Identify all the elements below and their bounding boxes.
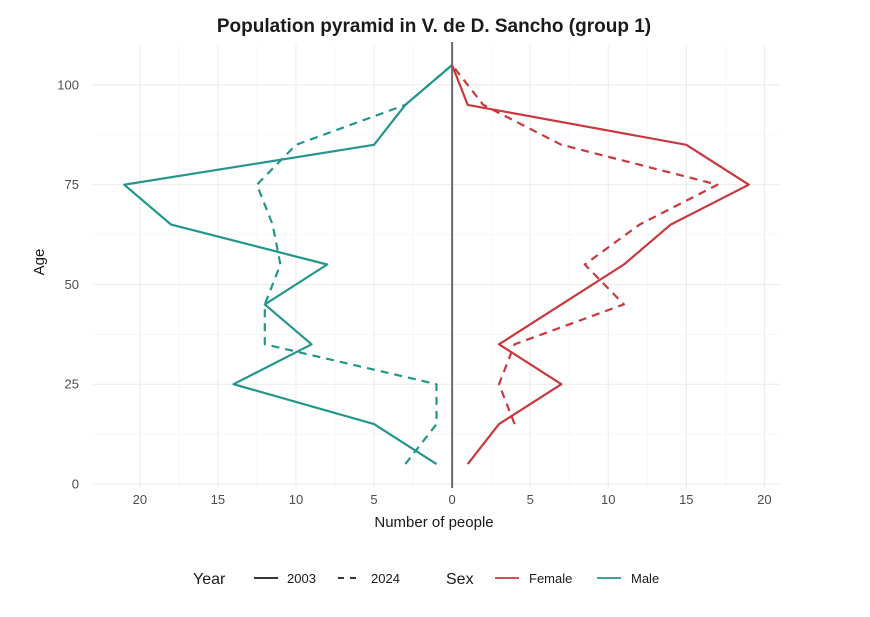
series-line-female-2024 xyxy=(451,64,719,425)
grid xyxy=(93,45,780,488)
series-line-male-2003 xyxy=(123,64,453,466)
y-tick-label: 25 xyxy=(65,377,79,392)
y-tick-label: 75 xyxy=(65,177,79,192)
x-tick-label: 10 xyxy=(289,492,303,507)
x-tick-label: 15 xyxy=(211,492,225,507)
x-tick-label: 15 xyxy=(679,492,693,507)
legend-year-title: Year xyxy=(193,571,226,588)
x-tick-labels: 20 15 10 5 0 5 10 15 20 xyxy=(133,492,772,507)
x-tick-label: 5 xyxy=(527,492,534,507)
series-group xyxy=(123,64,750,466)
x-tick-label: 10 xyxy=(601,492,615,507)
y-tick-labels: 0 25 50 75 100 xyxy=(57,77,79,491)
x-axis-title: Number of people xyxy=(374,514,493,531)
x-tick-label: 20 xyxy=(133,492,147,507)
x-tick-label: 0 xyxy=(448,492,455,507)
legend-sex-title: Sex xyxy=(446,571,474,588)
chart-title: Population pyramid in V. de D. Sancho (g… xyxy=(217,16,651,37)
legend-label-2003: 2003 xyxy=(287,571,316,586)
y-tick-label: 100 xyxy=(57,77,79,92)
x-tick-label: 20 xyxy=(757,492,771,507)
legend-label-2024: 2024 xyxy=(371,571,400,586)
x-tick-label: 5 xyxy=(370,492,377,507)
series-line-female-2003 xyxy=(451,64,750,465)
legend-label-female: Female xyxy=(529,571,572,586)
legend-label-male: Male xyxy=(631,571,659,586)
y-axis-title: Age xyxy=(31,249,48,276)
y-tick-label: 50 xyxy=(65,277,79,292)
y-tick-label: 0 xyxy=(72,477,79,492)
series-line-male-2024 xyxy=(255,64,453,465)
legend: Year 2003 2024 Sex Female Male xyxy=(193,571,659,588)
